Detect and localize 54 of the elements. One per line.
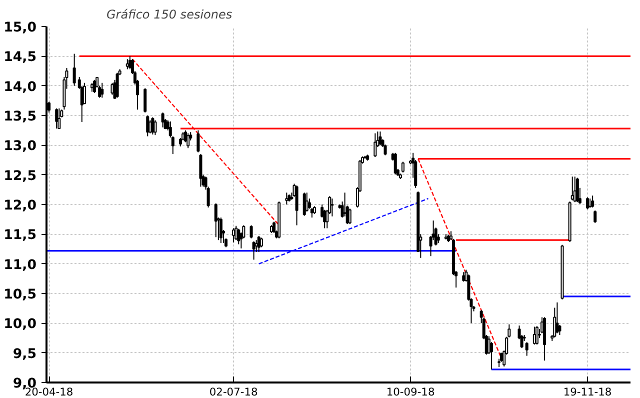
- candlestick: [348, 208, 352, 225]
- candlestick: [556, 302, 559, 334]
- candlestick: [154, 120, 157, 136]
- candlestick: [161, 112, 164, 128]
- candlestick: [378, 131, 382, 146]
- candlestick: [525, 342, 528, 356]
- candlestick: [100, 82, 104, 98]
- candlestick: [285, 192, 288, 205]
- candlestick: [144, 88, 147, 114]
- y-tick-label: 9,5: [12, 346, 37, 362]
- candlestick: [260, 237, 263, 248]
- y-tick-label: 13,5: [4, 110, 37, 124]
- candlestick: [576, 177, 579, 203]
- candlestick: [401, 161, 404, 173]
- x-tick-label: 02-07-18: [209, 386, 258, 398]
- candlestick: [199, 154, 202, 188]
- candlestick: [302, 192, 306, 216]
- candlestick: [594, 210, 597, 224]
- candlestick: [535, 326, 538, 346]
- candlestick: [186, 132, 190, 149]
- candlestick: [126, 58, 129, 70]
- y-tick-label: 12,5: [4, 168, 37, 184]
- y-tick-label: 14,0: [4, 80, 37, 95]
- candlestick: [295, 185, 298, 226]
- y-tick-label: 11,0: [4, 258, 37, 273]
- candlestick: [93, 79, 96, 94]
- candlestick: [58, 108, 61, 130]
- candlestick: [252, 240, 256, 260]
- y-tick-label: 14,5: [4, 50, 37, 66]
- candlestick: [305, 192, 308, 212]
- candlestick: [214, 202, 218, 238]
- y-tick-label: 10,0: [4, 317, 37, 332]
- candlestick: [250, 224, 253, 239]
- candlestick: [72, 53, 76, 86]
- y-tick-label: 11,5: [4, 228, 37, 244]
- candlestick: [196, 130, 200, 153]
- candlestick: [586, 196, 590, 210]
- candlestick: [591, 195, 594, 208]
- x-tick-label: 10-09-18: [386, 386, 435, 398]
- y-tick-label: 12,0: [4, 198, 37, 214]
- candlestick: [374, 132, 377, 158]
- y-tick-label: 13,0: [4, 139, 37, 154]
- candlestick: [237, 228, 240, 245]
- candlestick: [146, 115, 150, 137]
- candlestick: [219, 217, 222, 244]
- candlestick: [394, 152, 397, 175]
- candlestick: [462, 272, 466, 282]
- x-tick-label: 19-11-18: [563, 386, 612, 398]
- chart-subtitle: Gráfico 150 sesiones: [106, 8, 232, 22]
- candlestick: [116, 72, 119, 98]
- candlestick: [330, 198, 334, 217]
- y-tick-label: 15,0: [4, 20, 37, 36]
- y-tick-label: 10,5: [4, 288, 37, 302]
- candlestick: [55, 108, 58, 130]
